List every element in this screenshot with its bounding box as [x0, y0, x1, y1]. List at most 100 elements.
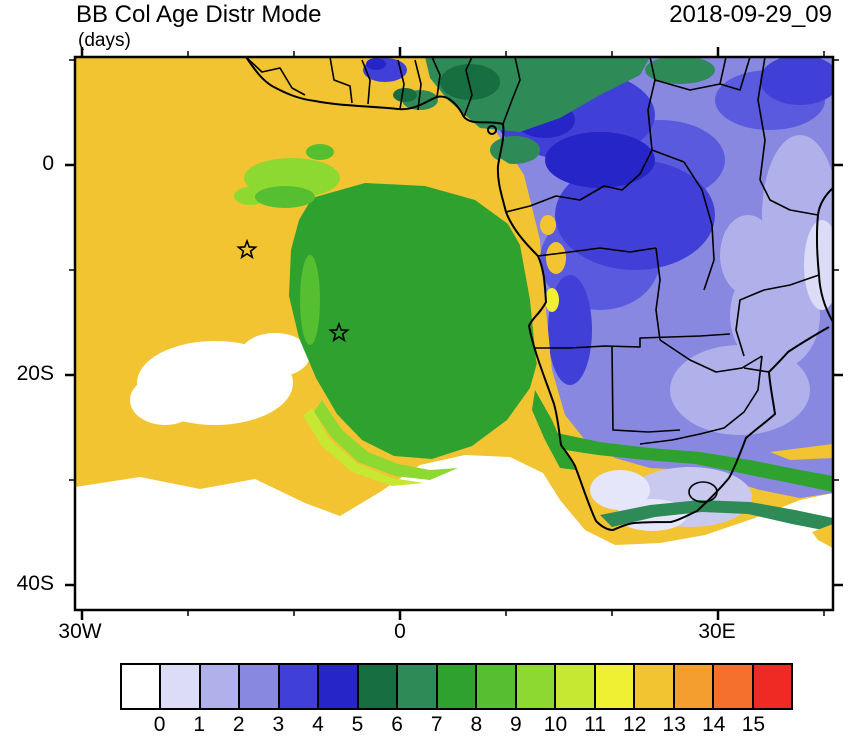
- colorbar-label-13: 13: [662, 713, 686, 736]
- region-dark-green: [645, 57, 715, 84]
- colorbar-box-2: [200, 665, 241, 708]
- border-line: [655, 247, 661, 341]
- colorbar-label-5: 5: [351, 713, 364, 736]
- region-green-se-arc: [600, 500, 833, 532]
- colorbar-label-2: 2: [232, 713, 245, 736]
- x-tick-label-0: 0: [394, 620, 406, 643]
- colorbar-box-9: [477, 665, 517, 708]
- colorbar-box-4: [279, 665, 320, 708]
- map-fill-regions: [75, 57, 833, 610]
- colorbar-box-16: [753, 665, 791, 708]
- station-markers: [236, 238, 350, 343]
- colorbar-box-10: [516, 665, 557, 708]
- border-line: [431, 57, 441, 98]
- region-medium-green: [255, 186, 315, 208]
- colorbar: [120, 663, 793, 710]
- border-line: [414, 59, 422, 111]
- region-navy-blue: [545, 132, 655, 188]
- border-line: [397, 59, 405, 110]
- region-dark-green: [490, 136, 540, 164]
- colorbar-label-0: 0: [153, 713, 166, 736]
- region-green-south-band: [552, 432, 833, 492]
- colorbar-label-12: 12: [622, 713, 647, 736]
- region-white-south-ocean: [75, 455, 833, 610]
- region-navy-blue: [366, 58, 386, 70]
- region-gold-patch: [540, 215, 556, 235]
- colorbar-label-11: 11: [584, 713, 606, 736]
- colorbar-label-10: 10: [543, 713, 568, 736]
- border-line: [757, 57, 766, 181]
- colorbar-label-15: 15: [741, 713, 766, 736]
- border-line: [463, 57, 473, 118]
- coastline-island: [487, 125, 497, 135]
- colorbar-box-6: [358, 665, 399, 708]
- region-green-plume: [289, 183, 542, 459]
- major-ticks: [65, 47, 843, 620]
- colorbar-label-7: 7: [430, 713, 443, 736]
- plot-frame: [73, 55, 835, 612]
- region-gold-patch: [812, 524, 833, 548]
- colorbar-label-4: 4: [312, 713, 324, 736]
- colorbar-box-3: [240, 665, 280, 708]
- plot-units-label: (days): [78, 30, 131, 51]
- plot-title: BB Col Age Distr Mode: [76, 1, 322, 28]
- border-line: [651, 149, 715, 291]
- colorbar-box-0: [122, 665, 162, 708]
- region-yellow-green-crescent: [303, 408, 424, 486]
- region-light-green-crescent: [314, 400, 458, 480]
- star-marker: [328, 321, 350, 343]
- country-borders: [245, 57, 820, 503]
- colorbar-box-13: [635, 665, 675, 708]
- y-tick-label-0: 0: [42, 152, 54, 175]
- region-medium-green: [306, 144, 334, 160]
- colorbar-box-7: [398, 665, 438, 708]
- border-line: [659, 339, 763, 373]
- border-line: [245, 57, 306, 96]
- colorbar-box-8: [437, 665, 478, 708]
- map-plot: [65, 47, 843, 620]
- border-line: [361, 59, 371, 105]
- region-gold-patch: [546, 242, 566, 274]
- coastline-east: [815, 187, 833, 323]
- y-tick-label-40s: 40S: [16, 572, 54, 595]
- x-tick-label-30w: 30W: [58, 620, 102, 643]
- region-white-blob: [130, 375, 200, 425]
- region-darker-green: [440, 64, 500, 100]
- region-strong-blue: [548, 275, 592, 385]
- minor-ticks: [69, 51, 839, 616]
- x-tick-label-30e: 30E: [698, 620, 736, 643]
- border-line: [735, 274, 820, 357]
- border-line: [719, 57, 727, 85]
- border-line: [639, 355, 763, 445]
- border-line: [502, 57, 521, 125]
- colorbar-label-9: 9: [510, 713, 522, 736]
- border-line: [329, 57, 353, 104]
- border-line: [759, 179, 819, 216]
- colorbar-box-14: [674, 665, 715, 708]
- colorbar-label-14: 14: [702, 713, 726, 736]
- colorbar-box-5: [319, 665, 359, 708]
- colorbar-label-6: 6: [391, 713, 403, 736]
- colorbar-label-1: 1: [193, 713, 206, 736]
- border-line: [537, 247, 657, 257]
- y-tick-label-20s: 20S: [16, 362, 54, 385]
- region-strong-blue: [760, 57, 833, 105]
- colorbar-label-8: 8: [470, 713, 483, 736]
- plot-timestamp: 2018-09-29_09: [669, 1, 832, 28]
- region-medium-green: [300, 255, 320, 345]
- region-pale-lavender: [720, 215, 776, 295]
- region-pale-lavender: [670, 345, 810, 435]
- border-line: [534, 333, 731, 349]
- coastline-africa-west: [245, 57, 830, 531]
- coastline: [245, 57, 833, 531]
- border-line: [743, 367, 770, 373]
- region-gold-coast-strip: [470, 158, 550, 395]
- border-line: [611, 346, 681, 433]
- region-darker-green: [393, 88, 417, 102]
- region-yellow-patch: [545, 288, 559, 312]
- border-line: [505, 57, 656, 213]
- colorbar-label-3: 3: [272, 713, 285, 736]
- region-sa-interior-pale: [590, 470, 650, 510]
- colorbar-box-11: [556, 665, 596, 708]
